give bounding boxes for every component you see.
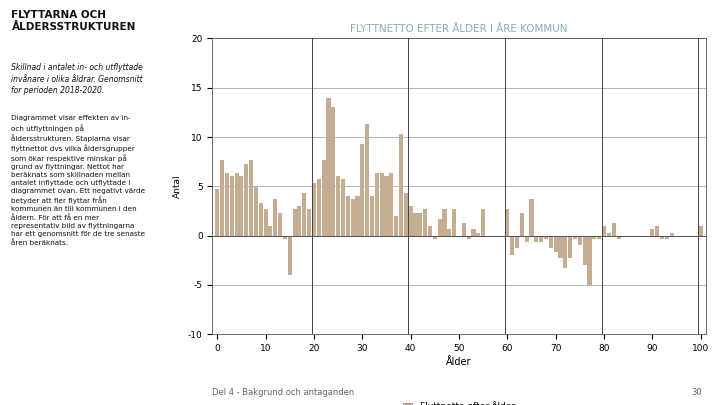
Y-axis label: Antal: Antal [174,175,182,198]
Bar [578,236,582,245]
Bar [670,232,674,236]
Bar [307,209,311,236]
Bar [220,160,224,236]
Bar [379,173,384,236]
Bar [477,232,480,236]
Bar [462,223,466,236]
Bar [326,98,330,236]
Bar [616,236,621,239]
Bar [442,209,446,236]
Bar [365,124,369,236]
Bar [230,177,234,236]
Bar [438,219,441,236]
Bar [312,183,316,236]
Bar [650,229,654,236]
Legend: Flyttnetto efter ålder: Flyttnetto efter ålder [400,398,518,405]
Bar [264,209,268,236]
Bar [525,236,528,243]
Bar [510,236,514,255]
Bar [573,236,577,239]
Bar [404,193,408,236]
Bar [433,236,437,239]
Bar [418,213,423,236]
Bar [568,236,572,258]
Bar [399,134,403,236]
Bar [549,236,553,248]
Bar [505,209,510,236]
Bar [472,229,476,236]
Bar [356,196,359,236]
Bar [374,173,379,236]
Bar [394,216,398,236]
Bar [588,236,592,285]
Bar [563,236,567,268]
Bar [384,177,389,236]
Bar [665,236,669,239]
X-axis label: Ålder: Ålder [446,357,472,367]
Bar [452,209,456,236]
Bar [520,213,524,236]
Bar [534,236,539,243]
Text: Del 4 - Bakgrund och antaganden: Del 4 - Bakgrund och antaganden [212,388,355,397]
Bar [660,236,664,239]
Bar [423,209,427,236]
Bar [467,236,471,239]
Bar [283,236,287,239]
Bar [360,144,364,236]
Text: Diagrammet visar effekten av in-
och utflyttningen på
åldersstrukturen. Staplarn: Diagrammet visar effekten av in- och utf… [12,115,145,246]
Bar [244,164,248,236]
Bar [481,209,485,236]
Bar [273,199,277,236]
Bar [235,173,238,236]
Bar [529,199,534,236]
Bar [559,236,562,258]
Bar [346,196,350,236]
Bar [302,193,306,236]
Title: FLYTTNETTO EFTER ÅLDER I ÅRE KOMMUN: FLYTTNETTO EFTER ÅLDER I ÅRE KOMMUN [350,23,568,34]
Bar [597,236,601,239]
Bar [655,226,660,236]
Text: 30: 30 [691,388,702,397]
Bar [215,189,220,236]
Bar [341,179,345,236]
Bar [288,236,292,275]
Bar [370,196,374,236]
Bar [258,203,263,236]
Bar [297,206,302,236]
Bar [322,160,325,236]
Bar [336,177,340,236]
Bar [544,236,548,239]
Bar [249,160,253,236]
Bar [447,229,451,236]
Bar [515,236,519,248]
Bar [539,236,544,243]
Bar [582,236,587,265]
Bar [698,226,703,236]
Bar [351,199,355,236]
Bar [602,226,606,236]
Bar [254,186,258,236]
Bar [225,173,229,236]
Text: Skillnad i antalet in- och utflyttade
invånare i olika åldrar. Genomsnitt
for pe: Skillnad i antalet in- och utflyttade in… [12,63,143,95]
Bar [413,213,418,236]
Text: FLYTTARNA OCH
ÅLDERSSTRUKTUREN: FLYTTARNA OCH ÅLDERSSTRUKTUREN [12,10,136,32]
Bar [239,177,243,236]
Bar [278,213,282,236]
Bar [607,232,611,236]
Bar [554,236,558,252]
Bar [408,206,413,236]
Bar [292,209,297,236]
Bar [593,236,596,239]
Bar [269,226,272,236]
Bar [612,223,616,236]
Bar [331,107,336,236]
Bar [317,179,321,236]
Bar [428,226,432,236]
Bar [390,173,393,236]
